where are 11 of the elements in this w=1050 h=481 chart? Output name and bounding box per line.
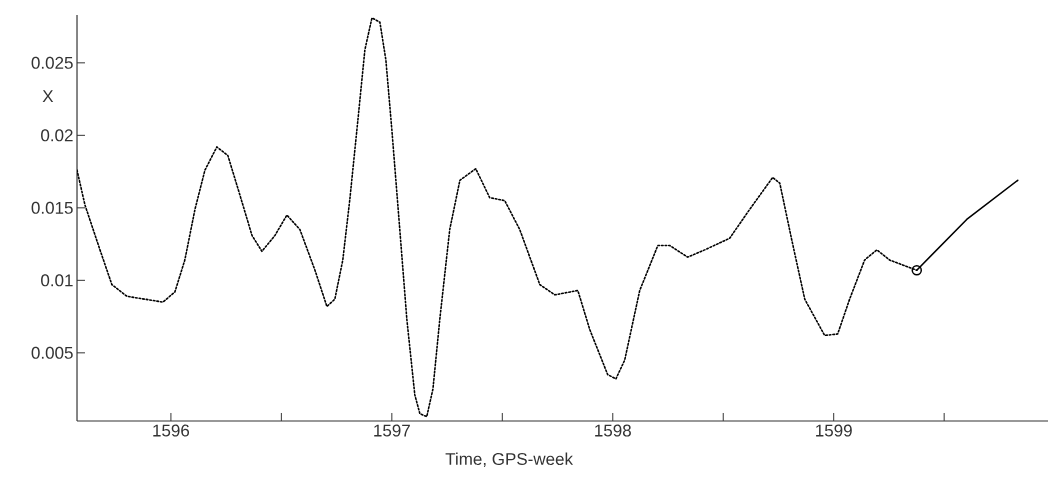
y-tick-label: 0.025	[31, 56, 73, 69]
y-tick-label: 0.015	[31, 201, 73, 214]
x-axis-title: Time, GPS-week	[445, 452, 574, 468]
y-tick-label: 0.005	[31, 346, 73, 359]
x-tick-label: 1598	[595, 424, 631, 437]
x-tick-label: 1599	[816, 424, 852, 437]
y-tick-label: 0.01	[41, 274, 73, 287]
x-tick-label: 1596	[153, 424, 190, 437]
y-axis-title: X	[42, 90, 54, 103]
y-tick-label: 0.02	[41, 129, 73, 142]
x-tick-label: 1597	[374, 424, 410, 437]
